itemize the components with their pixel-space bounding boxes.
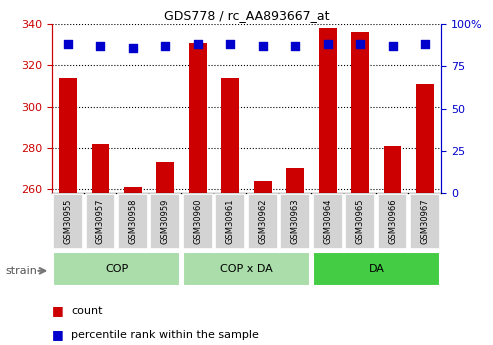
Text: GSM30962: GSM30962 <box>258 199 267 244</box>
Text: GSM30963: GSM30963 <box>291 199 300 245</box>
Text: GSM30958: GSM30958 <box>128 199 138 244</box>
Bar <box>384 146 401 193</box>
Text: count: count <box>71 306 103 315</box>
Text: COP: COP <box>105 264 128 274</box>
Bar <box>254 181 272 193</box>
Text: COP x DA: COP x DA <box>220 264 273 274</box>
Text: percentile rank within the sample: percentile rank within the sample <box>71 330 259 339</box>
Point <box>421 42 429 47</box>
Point <box>356 42 364 47</box>
Text: GSM30967: GSM30967 <box>421 199 429 245</box>
Point <box>324 42 332 47</box>
Point <box>64 42 72 47</box>
Point <box>226 42 234 47</box>
Bar <box>313 194 343 249</box>
Bar <box>351 32 369 193</box>
Bar <box>410 194 440 249</box>
Text: GDS778 / rc_AA893667_at: GDS778 / rc_AA893667_at <box>164 9 329 22</box>
Bar <box>248 194 278 249</box>
Point <box>259 43 267 49</box>
Text: ■: ■ <box>52 304 64 317</box>
Text: ■: ■ <box>52 328 64 341</box>
Bar <box>280 194 310 249</box>
Bar <box>118 194 148 249</box>
Text: GSM30961: GSM30961 <box>226 199 235 244</box>
Bar <box>345 194 375 249</box>
Bar <box>318 28 337 193</box>
Bar <box>156 162 175 193</box>
Point <box>129 45 137 51</box>
Text: GSM30957: GSM30957 <box>96 199 105 244</box>
Point <box>161 43 169 49</box>
Bar <box>53 194 83 249</box>
Bar <box>53 252 180 286</box>
Bar <box>183 194 213 249</box>
Bar <box>59 78 77 193</box>
Bar <box>286 168 304 193</box>
Point <box>194 42 202 47</box>
Bar <box>313 252 440 286</box>
Bar <box>92 144 109 193</box>
Bar <box>183 252 310 286</box>
Bar <box>150 194 180 249</box>
Bar <box>124 187 142 193</box>
Bar <box>215 194 245 249</box>
Text: GSM30966: GSM30966 <box>388 199 397 245</box>
Bar <box>221 78 239 193</box>
Text: GSM30964: GSM30964 <box>323 199 332 244</box>
Point <box>291 43 299 49</box>
Text: GSM30955: GSM30955 <box>64 199 72 244</box>
Text: GSM30965: GSM30965 <box>355 199 365 244</box>
Bar <box>85 194 115 249</box>
Point <box>97 43 105 49</box>
Text: GSM30959: GSM30959 <box>161 199 170 244</box>
Point <box>388 43 396 49</box>
Bar <box>189 43 207 193</box>
Bar <box>378 194 408 249</box>
Text: strain: strain <box>5 266 37 276</box>
Text: GSM30960: GSM30960 <box>193 199 202 244</box>
Bar <box>416 84 434 193</box>
Text: DA: DA <box>368 264 384 274</box>
